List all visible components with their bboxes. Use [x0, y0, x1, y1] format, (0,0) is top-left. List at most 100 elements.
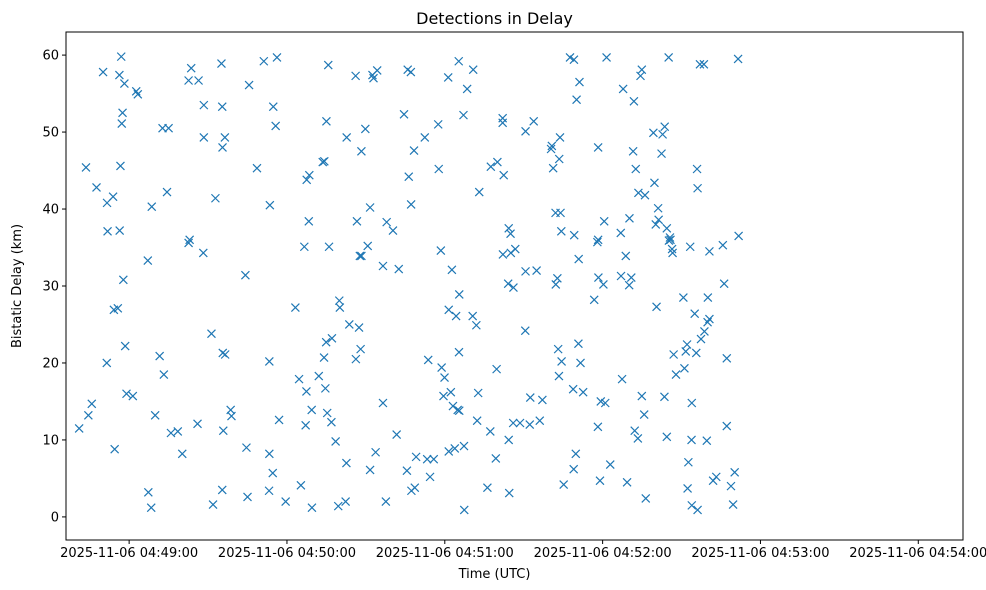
- data-point-marker: [296, 480, 306, 490]
- data-point-marker: [728, 500, 738, 510]
- data-point-marker: [411, 452, 421, 462]
- data-point-marker: [671, 370, 681, 379]
- data-point-marker: [433, 119, 443, 129]
- data-point-marker: [592, 237, 602, 247]
- data-point-marker: [622, 477, 632, 487]
- data-point-marker: [162, 187, 172, 197]
- data-point-marker: [184, 238, 194, 248]
- data-point-marker: [406, 67, 416, 77]
- x-tick-label: 2025-11-06 04:50:00: [218, 546, 356, 561]
- data-point-marker: [630, 426, 640, 436]
- data-point-marker: [565, 52, 575, 62]
- data-point-marker: [218, 143, 227, 152]
- x-tick-label: 2025-11-06 04:51:00: [376, 546, 514, 561]
- data-point-marker: [208, 500, 218, 510]
- data-point-marker: [199, 133, 209, 142]
- data-point-marker: [616, 271, 626, 281]
- data-point-marker: [122, 389, 131, 399]
- data-point-marker: [593, 143, 603, 152]
- data-point-marker: [578, 387, 588, 397]
- data-point-marker: [687, 500, 697, 510]
- data-point-marker: [553, 344, 563, 354]
- data-point-marker: [654, 215, 664, 225]
- data-point-marker: [569, 464, 579, 474]
- data-point-marker: [217, 102, 227, 112]
- data-point-marker: [210, 193, 220, 203]
- data-point-marker: [446, 387, 456, 397]
- data-point-marker: [625, 213, 634, 223]
- data-point-marker: [575, 77, 584, 87]
- data-point-marker: [302, 175, 312, 185]
- data-point-marker: [685, 242, 695, 252]
- data-point-marker: [87, 399, 97, 409]
- data-point-marker: [98, 67, 108, 77]
- data-point-marker: [360, 124, 370, 134]
- data-point-marker: [450, 443, 460, 453]
- data-point-marker: [633, 433, 643, 443]
- data-point-marker: [498, 250, 508, 259]
- data-point-marker: [631, 164, 641, 174]
- data-point-marker: [648, 128, 658, 138]
- data-point-marker: [703, 293, 713, 302]
- data-point-marker: [92, 183, 101, 192]
- data-point-marker: [217, 59, 226, 68]
- data-point-marker: [537, 395, 547, 405]
- data-point-marker: [116, 52, 126, 62]
- data-point-marker: [704, 314, 714, 324]
- data-point-marker: [521, 126, 530, 136]
- data-point-marker: [177, 449, 187, 459]
- data-point-marker: [335, 303, 345, 312]
- data-point-marker: [304, 170, 314, 180]
- data-point-marker: [103, 226, 112, 236]
- data-point-marker: [660, 392, 669, 402]
- data-point-marker: [227, 411, 236, 421]
- data-point-marker: [503, 279, 513, 289]
- data-point-marker: [626, 273, 636, 282]
- data-point-marker: [264, 449, 274, 459]
- x-tick-label: 2025-11-06 04:52:00: [534, 546, 672, 561]
- data-point-marker: [681, 346, 691, 356]
- data-point-marker: [640, 190, 650, 200]
- data-point-marker: [504, 435, 514, 445]
- data-point-marker: [730, 467, 740, 477]
- data-point-marker: [658, 129, 668, 139]
- data-point-marker: [459, 110, 468, 120]
- data-point-marker: [272, 52, 282, 62]
- data-point-marker: [185, 235, 195, 245]
- data-point-marker: [506, 229, 515, 239]
- data-point-marker: [220, 133, 230, 142]
- x-axis-ticks: 2025-11-06 04:49:00 2025-11-06 04:50:00 20…: [60, 540, 986, 561]
- data-point-marker: [372, 66, 382, 75]
- data-point-marker: [434, 164, 444, 174]
- data-point-marker: [381, 497, 391, 506]
- data-point-marker: [624, 280, 634, 290]
- data-point-marker: [378, 261, 388, 271]
- data-point-marker: [301, 420, 311, 430]
- data-point-marker: [264, 357, 274, 366]
- data-point-marker: [120, 341, 130, 351]
- data-point-marker: [473, 388, 483, 398]
- data-point-marker: [402, 466, 412, 476]
- data-point-marker: [520, 326, 530, 336]
- data-point-marker: [334, 296, 344, 306]
- data-point-marker: [699, 326, 709, 336]
- data-point-marker: [378, 398, 388, 408]
- data-point-marker: [719, 279, 729, 289]
- data-point-marker: [660, 122, 670, 132]
- data-point-marker: [115, 226, 125, 236]
- data-point-marker: [356, 146, 366, 156]
- data-point-marker: [722, 421, 732, 431]
- x-tick-label: 2025-11-06 04:53:00: [691, 546, 829, 561]
- data-point-marker: [439, 391, 448, 401]
- data-point-marker: [307, 405, 317, 415]
- data-point-marker: [546, 144, 556, 154]
- data-point-marker: [657, 149, 666, 159]
- data-point-marker: [521, 266, 530, 276]
- data-point-marker: [186, 63, 196, 73]
- data-point-marker: [155, 351, 165, 361]
- data-point-marker: [734, 231, 744, 241]
- data-point-marker: [641, 494, 651, 503]
- data-point-marker: [447, 265, 457, 275]
- data-point-marker: [420, 133, 430, 142]
